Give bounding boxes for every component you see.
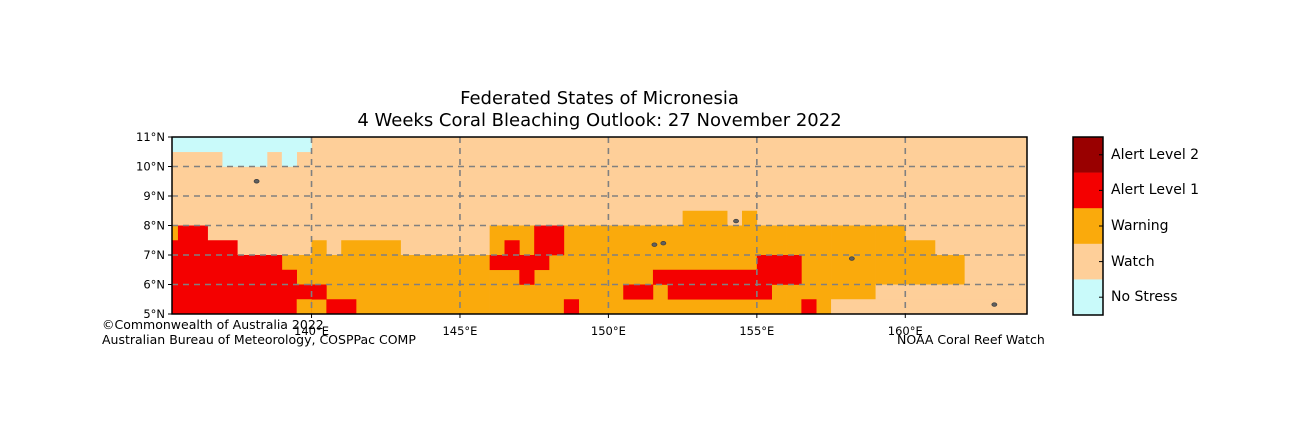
outlook-cell-alert1 xyxy=(801,299,817,315)
outlook-cell-alert1 xyxy=(177,225,208,241)
lon-tick-label: 145°E xyxy=(442,324,477,338)
outlook-cell-alert1 xyxy=(504,240,520,256)
colorbar-swatch-warning xyxy=(1073,208,1103,245)
outlook-cell-alert1 xyxy=(489,255,550,271)
outlook-cell-alert1 xyxy=(172,269,297,285)
outlook-cell-alert1 xyxy=(623,284,654,300)
lat-tick-label: 6°N xyxy=(143,278,165,292)
islands xyxy=(253,179,998,307)
outlook-cell-alert1 xyxy=(534,225,565,256)
outlook-cell-warning xyxy=(831,225,876,300)
outlook-cell-alert1 xyxy=(652,269,758,285)
outlook-cell-nostress xyxy=(222,151,268,167)
lon-tick-label: 160°E xyxy=(888,324,923,338)
lat-tick-label: 9°N xyxy=(143,189,165,203)
colorbar-frame xyxy=(1072,136,1104,316)
colorbar-swatch-nostress xyxy=(1073,279,1103,316)
lat-tick-label: 11°N xyxy=(136,130,165,144)
outlook-cell-watch xyxy=(964,255,1028,285)
lat-tick-label: 5°N xyxy=(143,307,165,321)
lat-tick-label: 7°N xyxy=(143,248,165,262)
longitude-axis: 140°E 145°E 150°E 155°E 160°E xyxy=(294,314,923,338)
island-marker xyxy=(651,242,658,247)
outlook-cell-nostress xyxy=(281,151,297,167)
outlook-cell-warning xyxy=(682,210,728,226)
copyright-credit: ©Commonwealth of Australia 2022 xyxy=(102,317,324,332)
outlook-cell-watch xyxy=(831,299,1028,315)
outlook-grid xyxy=(172,137,1028,315)
bom-credit: Australian Bureau of Meteorology, COSPPa… xyxy=(102,332,416,347)
noaa-credit: NOAA Coral Reef Watch xyxy=(897,332,1045,347)
outlook-cell-alert1 xyxy=(563,299,580,315)
colorbar-swatch-watch xyxy=(1073,243,1103,280)
colorbar-label-warning: Warning xyxy=(1111,218,1169,234)
outlook-cell-warning xyxy=(296,299,312,315)
outlook-cell-alert1 xyxy=(172,240,238,256)
outlook-cell-alert1 xyxy=(172,255,283,271)
outlook-cell-warning xyxy=(341,240,401,256)
outlook-cell-warning xyxy=(742,210,758,226)
outlook-cell-alert1 xyxy=(172,284,312,315)
colorbar xyxy=(1072,136,1104,316)
island-marker xyxy=(660,240,667,246)
colorbar-swatch-alert2 xyxy=(1073,137,1103,173)
lon-tick-label: 150°E xyxy=(591,324,626,338)
graticule xyxy=(172,137,1027,314)
island-marker xyxy=(253,179,260,184)
outlook-cell-warning xyxy=(311,240,327,256)
outlook-cell-alert1 xyxy=(667,284,772,300)
lat-tick-label: 10°N xyxy=(136,160,165,174)
colorbar-label-watch: Watch xyxy=(1111,253,1155,270)
map-subtitle: 4 Weeks Coral Bleaching Outlook: 27 Nove… xyxy=(357,110,842,131)
outlook-cell-watch xyxy=(875,284,1028,300)
colorbar-swatch-alert1 xyxy=(1073,172,1103,209)
colorbar-label-alert2: Alert Level 2 xyxy=(1111,146,1200,163)
island-marker xyxy=(848,256,855,261)
island-marker xyxy=(991,302,998,307)
island-marker xyxy=(733,218,739,224)
colorbar-label-alert1: Alert Level 1 xyxy=(1111,182,1200,199)
lon-tick-label: 140°E xyxy=(294,324,329,338)
outlook-cell-warning xyxy=(172,225,179,241)
latitude-axis: 11°N 10°N 9°N 8°N 7°N 6°N 5°N xyxy=(136,130,172,321)
outlook-cell-warning xyxy=(934,255,965,285)
map-title: Federated States of Micronesia xyxy=(460,88,739,109)
outlook-cell-warning xyxy=(875,225,906,241)
outlook-cell-alert1 xyxy=(519,269,535,285)
lon-tick-label: 155°E xyxy=(739,324,774,338)
outlook-cell-nostress xyxy=(172,137,312,153)
lat-tick-label: 8°N xyxy=(143,219,165,233)
outlook-cell-alert1 xyxy=(326,299,357,315)
colorbar-label-nostress: No Stress xyxy=(1111,289,1178,306)
outlook-cell-alert1 xyxy=(756,255,802,285)
